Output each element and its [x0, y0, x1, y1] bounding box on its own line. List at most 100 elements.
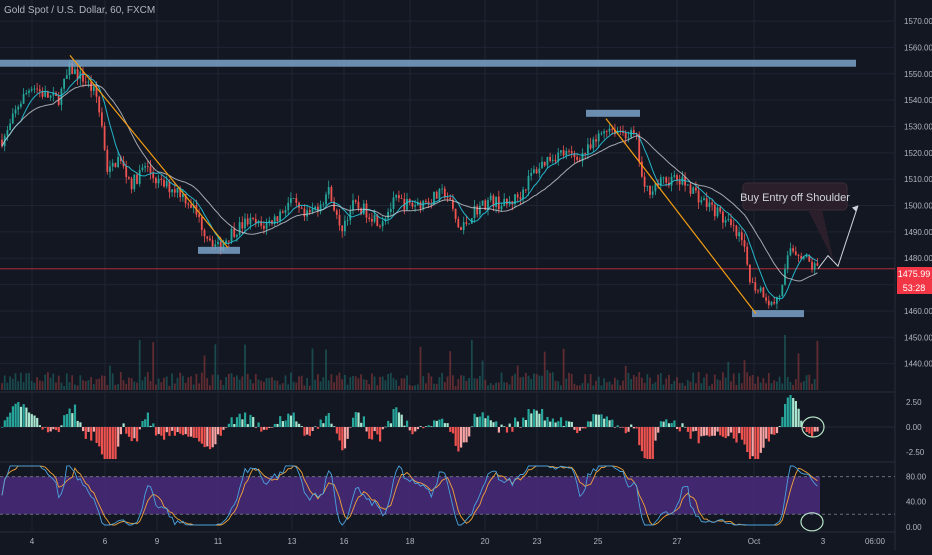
volume-bar — [71, 375, 74, 390]
volume-bar — [74, 384, 76, 390]
time-tick-label: 6 — [103, 537, 108, 546]
candle-body — [649, 185, 651, 195]
projection-path[interactable] — [817, 205, 859, 270]
volume-bar — [30, 380, 33, 390]
candle-body — [589, 144, 592, 149]
volume-bar — [211, 374, 214, 390]
volume-bar — [441, 372, 443, 390]
volume-bar — [38, 380, 41, 390]
histogram-bar — [735, 427, 738, 443]
histogram-bar — [397, 412, 401, 427]
histogram-bar — [79, 422, 82, 427]
volume-bar — [300, 375, 303, 390]
candle-body — [794, 251, 797, 255]
volume-bar — [624, 365, 627, 390]
candle-body — [638, 134, 641, 162]
support-resistance-level[interactable] — [586, 109, 640, 117]
volume-bar — [716, 379, 719, 390]
time-axis[interactable]: 4 6 9 11 13 16 18 20 23 25 27 Oct 3 06:00 — [30, 537, 886, 546]
horizontal-levels[interactable] — [0, 59, 856, 318]
histogram-bar — [476, 417, 479, 427]
volume-bar — [246, 373, 249, 390]
candle-body — [457, 218, 460, 228]
histogram-bar — [395, 407, 398, 427]
volume-bar — [546, 370, 549, 390]
volume-bar — [676, 377, 678, 390]
volume-bar — [362, 379, 365, 390]
histogram-bar — [281, 421, 284, 427]
candle-body — [225, 240, 227, 244]
candle-body — [371, 218, 373, 222]
volume-bar — [298, 376, 300, 390]
volume-bar — [206, 378, 209, 390]
volume-bar — [33, 382, 36, 390]
price-tick-label: 1490.00 — [904, 228, 932, 237]
histogram-bar — [678, 427, 681, 432]
volume-bar — [103, 375, 106, 390]
histogram-bar — [435, 420, 438, 427]
candle-body — [630, 130, 632, 138]
histogram-bar — [443, 423, 446, 427]
candle-body — [738, 232, 740, 237]
histogram-bar — [354, 412, 357, 427]
volume-bar — [595, 380, 597, 390]
volume-bar — [443, 382, 446, 390]
volume-bar — [195, 373, 198, 390]
volume-bar — [76, 385, 79, 390]
candle-body — [387, 211, 389, 219]
support-resistance-level[interactable] — [198, 246, 240, 254]
histogram-bar — [179, 427, 182, 434]
candle-body — [206, 236, 209, 239]
candle-body — [811, 261, 813, 270]
histogram-bar — [740, 427, 743, 440]
histogram-bar — [219, 427, 222, 436]
candle-body — [295, 198, 298, 203]
histogram-bar — [451, 427, 455, 434]
volume-bar — [68, 382, 71, 390]
histogram-bar — [387, 420, 390, 427]
stochastic-band-fill — [0, 476, 820, 515]
volume-bar — [117, 384, 119, 390]
histogram-bar — [330, 423, 333, 427]
volume-bar — [816, 340, 819, 390]
histogram-bar — [60, 425, 63, 427]
volume-bar — [470, 339, 473, 390]
candle-body — [708, 202, 711, 208]
candle-body — [560, 150, 562, 153]
price-tick-label: 1570.00 — [904, 17, 932, 26]
histogram-bar — [630, 424, 633, 427]
histogram-bar — [257, 422, 260, 427]
candle-body — [392, 197, 395, 209]
histogram-bar — [784, 403, 787, 427]
candle-body — [119, 156, 122, 162]
trendline[interactable] — [605, 118, 757, 314]
candle-body — [511, 201, 514, 205]
volume-bar — [281, 383, 284, 390]
candle-body — [530, 172, 533, 176]
candle-body — [198, 214, 200, 217]
projection-line[interactable] — [817, 205, 859, 270]
histogram-bar — [106, 427, 109, 459]
histogram-bar — [103, 427, 106, 459]
support-resistance-level[interactable] — [0, 59, 856, 67]
candle-body — [308, 210, 311, 213]
support-resistance-level[interactable] — [752, 310, 804, 318]
trendline[interactable] — [69, 54, 229, 249]
histogram-bar — [789, 395, 792, 427]
volume-bar — [449, 351, 452, 390]
time-tick-label: 27 — [673, 537, 682, 546]
volume-bar — [149, 380, 152, 390]
countdown-text: 53:28 — [903, 283, 926, 293]
histogram-bar — [408, 427, 411, 431]
volume-bar — [136, 382, 138, 390]
annotation-callout[interactable]: Buy Entry off Shoulder — [740, 182, 850, 262]
candle-body — [808, 256, 811, 262]
histogram-bar — [130, 427, 133, 442]
histogram-bar — [71, 413, 74, 427]
trendlines[interactable] — [69, 54, 757, 314]
candle-body — [241, 222, 244, 229]
histogram-bar — [427, 425, 430, 427]
volume-bar — [138, 340, 141, 390]
candle-body — [565, 150, 568, 156]
